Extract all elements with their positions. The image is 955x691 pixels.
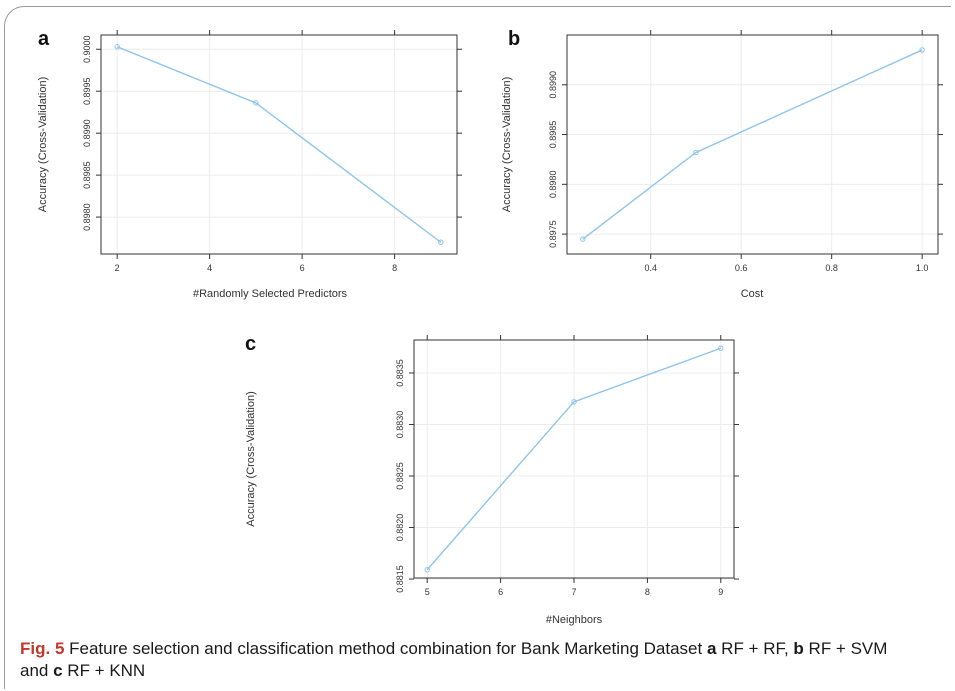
y-tick-label: 0.8995 (82, 77, 92, 105)
caption-text-a: RF + RF, (716, 639, 794, 658)
x-tick-label: 8 (392, 263, 397, 273)
panel-label: b (508, 28, 520, 50)
y-tick-label: 0.8985 (548, 121, 558, 149)
y-tick-label: 0.8815 (395, 565, 405, 593)
plot-area (100, 34, 458, 255)
x-tick-label: 0.8 (825, 263, 838, 273)
y-tick-label: 0.8835 (395, 359, 405, 387)
y-tick-label: 0.8980 (548, 171, 558, 199)
series-line (426, 347, 722, 571)
data-point (114, 44, 120, 50)
x-tick-label: 6 (498, 587, 503, 597)
caption-text: Feature selection and classification met… (64, 639, 707, 658)
caption-letter-c: c (53, 661, 63, 680)
series-line (116, 46, 442, 243)
y-tick-label: 0.8990 (548, 71, 558, 99)
x-tick-label: 7 (571, 587, 576, 597)
y-tick-label: 0.9000 (82, 35, 92, 63)
caption-letter-a: a (706, 639, 717, 658)
y-tick-label: 0.8985 (82, 161, 92, 189)
x-tick-label: 6 (300, 263, 305, 273)
x-axis-label: #Randomly Selected Predictors (193, 288, 348, 300)
chart-panel-b: 0.4 0.6 0.8 1.0 0.8975 0.8980 0.8985 0.8990 Cost… (501, 28, 943, 300)
figure-caption: Fig. 5 Feature selection and classificat… (20, 638, 920, 682)
x-tick-label: 0.6 (735, 263, 748, 273)
y-axis-label: Accuracy (Cross-Validation) (37, 77, 49, 213)
data-point (919, 47, 925, 53)
x-tick-label: 4 (207, 263, 212, 273)
y-axis-label: Accuracy (Cross-Validation) (501, 77, 513, 213)
data-point (424, 567, 430, 573)
chart-panel-c: 5 6 7 8 9 0.8815 0.8820 0.8825 0.8830 0.8835 #Neig… (245, 333, 739, 626)
y-axis-label: Accuracy (Cross-Validation) (245, 391, 257, 527)
x-tick-label: 5 (425, 587, 430, 597)
y-tick-label: 0.8825 (395, 462, 405, 490)
y-tick-label: 0.8830 (395, 411, 405, 439)
x-tick-label: 2 (115, 263, 120, 273)
data-point (693, 149, 699, 156)
caption-text-b: RF + SVM and (20, 639, 888, 680)
x-tick-label: 0.4 (644, 263, 657, 273)
y-tick-label: 0.8975 (548, 220, 558, 248)
y-tick-label: 0.8820 (395, 514, 405, 542)
x-tick-label: 8 (645, 587, 650, 597)
caption-text-c: RF + KNN (62, 661, 146, 680)
caption-fig-number: Fig. 5 (20, 639, 65, 658)
chart-panel-a: 2 4 6 8 0.8980 0.8985 0.8990 0.8995 0.9000 #Rando… (37, 28, 462, 300)
data-point (718, 345, 724, 351)
y-tick-label: 0.8980 (82, 203, 92, 231)
x-tick-label: 9 (718, 587, 723, 597)
series-line (582, 49, 923, 240)
x-tick-label: 1.0 (916, 263, 929, 273)
panel-label: a (38, 28, 50, 50)
figure-frame (4, 6, 951, 689)
caption-letter-b: b (793, 639, 804, 658)
x-axis-label: #Neighbors (546, 614, 603, 626)
data-point (571, 399, 577, 405)
data-point (438, 239, 444, 245)
x-axis-label: Cost (741, 288, 764, 300)
data-point (580, 236, 586, 242)
plot-area (566, 34, 939, 255)
panel-label: c (245, 333, 256, 355)
data-point (253, 100, 259, 106)
y-tick-label: 0.8990 (82, 119, 92, 147)
